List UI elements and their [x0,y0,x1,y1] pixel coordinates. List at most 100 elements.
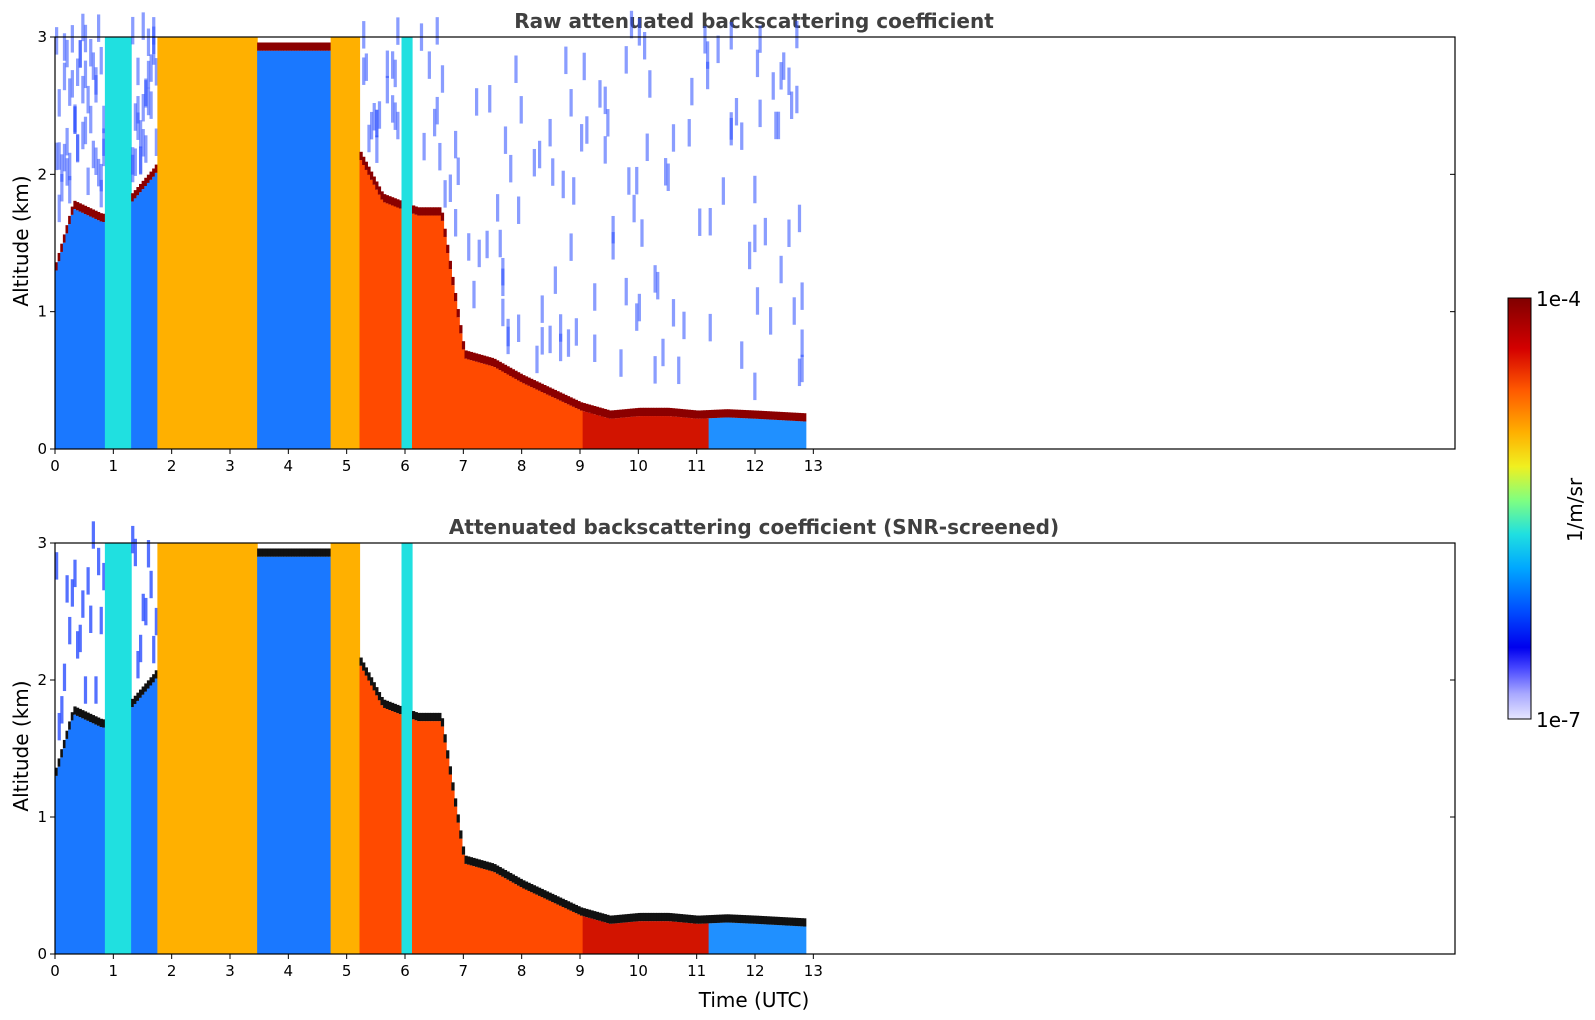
heatmap-cell [419,721,424,954]
heatmap-cell [83,214,88,449]
heatmap-cell [286,556,290,954]
heatmap-cell [335,37,340,449]
heatmap-cell [506,879,510,954]
heatmap-cell [477,354,481,363]
heatmap-cell [472,866,476,954]
heatmap-cell [370,179,374,449]
heatmap-cell [519,381,523,449]
heatmap-cell [233,543,237,954]
heatmap-cell [286,50,290,449]
panel-screened: Attenuated backscattering coefficient (S… [9,515,1456,1012]
heatmap-cell [797,918,802,927]
heatmap-cell [86,720,90,954]
heatmap-cell [784,420,788,449]
heatmap-cell [574,904,578,914]
heatmap-cell [755,915,760,924]
heatmap-cell [750,418,754,449]
heatmap-cell [141,686,145,695]
heatmap-cell [782,925,786,954]
heatmap-cell [102,138,106,167]
heatmap-cell [459,333,463,449]
heatmap-cell [89,713,93,723]
heatmap-cell [430,721,434,954]
heatmap-cell [472,352,476,361]
heatmap-cell [375,687,379,696]
heatmap-cell [742,915,746,924]
heatmap-cell [559,392,563,401]
heatmap-cell [375,695,379,954]
x-tick-label: 9 [575,457,585,475]
heatmap-cell [698,923,702,954]
heatmap-cell [202,543,206,954]
heatmap-cell [503,364,508,374]
heatmap-cell [585,403,589,413]
heatmap-cell [753,915,757,924]
heatmap-cell [572,911,576,954]
heatmap-cell [624,46,628,74]
heatmap-cell [548,387,552,396]
heatmap-cell [104,543,109,954]
heatmap-cell [671,408,676,417]
heatmap-cell [57,712,61,741]
heatmap-cell [761,410,765,420]
heatmap-cell [427,215,431,449]
heatmap-cell [745,915,749,924]
heatmap-cell [616,409,620,419]
heatmap-cell [524,881,529,890]
heatmap-cell [682,417,686,449]
heatmap-cell [587,412,592,449]
heatmap-cell [139,120,143,148]
x-tick-label: 4 [284,457,294,475]
heatmap-cell [78,717,82,954]
heatmap-cell [97,158,101,187]
heatmap-cell [511,874,515,883]
heatmap-cell [396,17,400,45]
heatmap-cell [685,409,689,418]
heatmap-cell [498,867,502,876]
heatmap-cell [398,200,403,209]
heatmap-cell [692,915,697,924]
heatmap-cell [385,203,389,449]
heatmap-cell [467,233,471,261]
x-tick-label: 5 [342,962,352,980]
heatmap-cell [217,37,221,449]
heatmap-cell [81,590,85,618]
heatmap-cell [435,215,439,449]
heatmap-cell [574,318,578,346]
heatmap-cell [377,692,382,701]
heatmap-cell [209,543,214,954]
heatmap-cell [383,202,387,449]
heatmap-cell [559,333,563,362]
heatmap-cell [661,338,665,367]
heatmap-cell [771,72,775,100]
heatmap-cell [89,216,93,449]
heatmap-cell [86,167,90,196]
heatmap-cell [217,543,221,954]
heatmap-cell [191,543,195,954]
heatmap-cell [443,742,447,954]
heatmap-cell [611,923,615,954]
heatmap-cell [451,782,455,791]
heatmap-cell [719,417,723,449]
heatmap-cell [257,50,261,449]
heatmap-cell [99,718,103,727]
heatmap-cell [769,916,773,925]
heatmap-cell [593,334,597,362]
heatmap-cell [522,375,526,384]
heatmap-cell [370,171,374,180]
heatmap-cell [493,872,497,954]
heatmap-cell [199,37,203,449]
heatmap-cell [425,712,429,722]
heatmap-cell [257,556,261,954]
heatmap-cell [716,409,720,418]
heatmap-cell [307,556,311,954]
heatmap-cell [753,410,757,419]
heatmap-cell [325,556,329,954]
heatmap-cell [451,276,455,286]
heatmap-cell [440,212,445,221]
heatmap-cell [275,50,279,449]
heatmap-cell [99,213,103,222]
heatmap-cell [580,124,584,152]
heatmap-cell [309,42,313,51]
heatmap-cell [590,910,594,919]
